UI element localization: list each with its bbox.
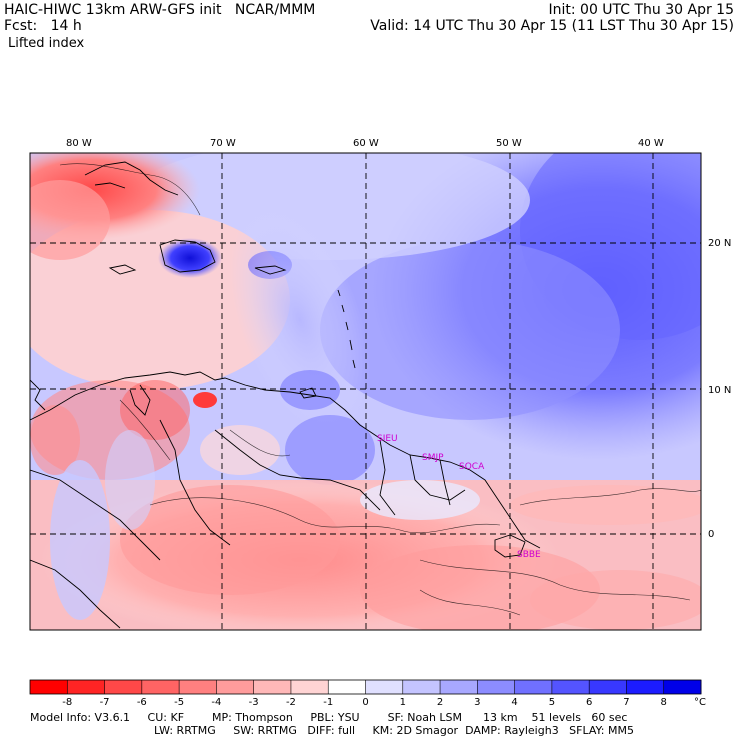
lat-label: 20 N (708, 238, 731, 249)
footer-model-info: Model Info: V3.6.1 CU: KF MP: Thompson P… (30, 711, 628, 724)
station-label: SOCA (459, 462, 485, 472)
colorbar-swatch (514, 680, 553, 694)
colorbar-tick-label: 3 (474, 697, 480, 708)
colorbar-tick-label: 0 (362, 697, 368, 708)
colorbar-tick-label: 2 (437, 697, 443, 708)
colorbar-swatch (626, 680, 665, 694)
colorbar-tick-label: -3 (249, 697, 259, 708)
lon-label: 50 W (496, 138, 522, 149)
forecast-hour: Fcst: 14 h (4, 18, 82, 34)
colorbar-tick-label: -5 (174, 697, 184, 708)
colorbar-tick-label: 6 (586, 697, 592, 708)
lon-label: 60 W (353, 138, 379, 149)
colorbar-swatch (216, 680, 255, 694)
footer-physics-info: LW: RRTMG SW: RRTMG DIFF: full KM: 2D Sm… (154, 724, 634, 737)
lon-label: 80 W (66, 138, 92, 149)
colorbar-tick-label: 5 (549, 697, 555, 708)
lon-label: 40 W (638, 138, 664, 149)
colorbar-tick-label: -7 (100, 697, 110, 708)
colorbar-swatch (589, 680, 627, 694)
colorbar-swatch (253, 680, 292, 694)
colorbar-swatch (179, 680, 217, 694)
station-label: SMJP (422, 453, 444, 463)
lifted-index-field (30, 153, 701, 630)
colorbar-swatch (290, 680, 329, 694)
colorbar-tick-label: -1 (323, 697, 333, 708)
header-title: HAIC-HIWC 13km ARW-GFS init NCAR/MMM (4, 2, 316, 18)
colorbar: -8 -7 -6 -5 -4 -3 -2 -1 0 1 2 3 4 5 6 7 8 (29, 679, 702, 708)
colorbar-tick-label: 1 (400, 697, 406, 708)
map-frame (29, 152, 702, 631)
colorbar-swatch (365, 680, 404, 694)
station-label: SIEU (377, 434, 398, 444)
colorbar-swatch (477, 680, 516, 694)
lon-label: 70 W (210, 138, 236, 149)
colorbar-tick-label: 7 (623, 697, 629, 708)
valid-time: Valid: 14 UTC Thu 30 Apr 15 (11 LST Thu … (370, 18, 734, 34)
colorbar-tick-label: 8 (661, 697, 667, 708)
colorbar-tick-label: 4 (511, 697, 517, 708)
graticule (30, 153, 701, 630)
colorbar-swatch (67, 680, 106, 694)
init-time: Init: 00 UTC Thu 30 Apr 15 (548, 2, 734, 18)
colorbar-swatch (663, 680, 702, 694)
colorbar-swatch (440, 680, 478, 694)
colorbar-swatch (551, 680, 590, 694)
colorbar-swatch (328, 680, 366, 694)
field-name: Lifted index (8, 36, 85, 51)
colorbar-tick-label: -4 (211, 697, 221, 708)
colorbar-swatch (104, 680, 143, 694)
coastlines (30, 161, 541, 629)
lat-label: 0 (708, 529, 714, 540)
station-label: SBBE (517, 550, 541, 560)
lat-label: 10 N (708, 385, 731, 396)
colorbar-swatch (141, 680, 180, 694)
colorbar-unit: °C (694, 697, 706, 708)
colorbar-tick-label: -8 (62, 697, 72, 708)
colorbar-tick-label: -6 (137, 697, 147, 708)
colorbar-tick-label: -2 (286, 697, 296, 708)
colorbar-swatch (30, 680, 68, 694)
colorbar-swatch (402, 680, 441, 694)
